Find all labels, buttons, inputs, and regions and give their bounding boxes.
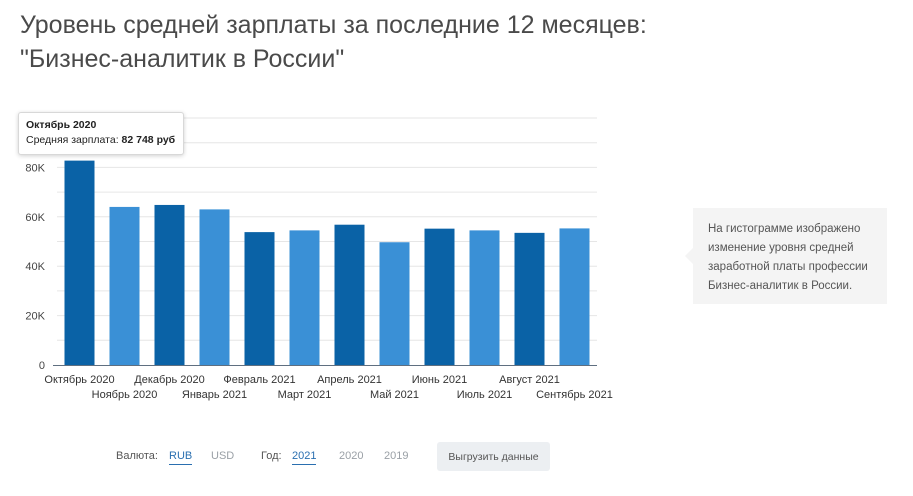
x-tick-label: Январь 2021 xyxy=(182,389,247,401)
export-data-button[interactable]: Выгрузить данные xyxy=(437,442,550,471)
page-title: Уровень средней зарплаты за последние 12… xyxy=(20,8,740,76)
currency-rub-option[interactable]: RUB xyxy=(169,450,192,465)
currency-usd-option[interactable]: USD xyxy=(211,450,234,462)
y-tick-label: 0 xyxy=(39,360,45,372)
bar-6 xyxy=(290,230,320,365)
tooltip-label: Средняя зарплата: xyxy=(26,134,119,146)
bar-7 xyxy=(335,225,365,365)
chart-description: На гистограмме изображено изменение уров… xyxy=(693,208,887,304)
currency-label: Валюта: xyxy=(116,450,158,462)
bar-4 xyxy=(200,209,230,365)
tooltip-title: Октябрь 2020 xyxy=(26,118,175,133)
title-line-1: Уровень средней зарплаты за последние 12… xyxy=(20,11,647,39)
x-tick-label: Октябрь 2020 xyxy=(44,374,114,386)
bar-5 xyxy=(245,232,275,365)
bar-9 xyxy=(425,229,455,365)
year-label: Год: xyxy=(261,450,282,462)
y-tick-label: 60K xyxy=(25,212,45,224)
x-tick-label: Июль 2021 xyxy=(457,389,513,401)
info-box-pointer xyxy=(685,248,693,264)
year-2020-option[interactable]: 2020 xyxy=(339,450,363,462)
chart-controls: Валюта: RUB USD Год: 2021 2020 2019 Выгр… xyxy=(0,442,913,472)
x-tick-label: Сентябрь 2021 xyxy=(536,389,613,401)
bar-10 xyxy=(470,230,500,365)
title-line-2: "Бизнес-аналитик в России" xyxy=(20,45,344,73)
x-tick-label: Июнь 2021 xyxy=(412,374,468,386)
x-tick-label: Апрель 2021 xyxy=(317,374,382,386)
y-tick-label: 40K xyxy=(25,261,45,273)
tooltip-body: Средняя зарплата: 82 748 руб xyxy=(26,133,175,148)
tooltip-value: 82 748 руб xyxy=(122,134,176,146)
bar-8 xyxy=(380,242,410,365)
chart-tooltip: Октябрь 2020 Средняя зарплата: 82 748 ру… xyxy=(18,112,184,155)
x-tick-label: Февраль 2021 xyxy=(223,374,295,386)
y-tick-label: 20K xyxy=(25,311,45,323)
x-tick-label: Ноябрь 2020 xyxy=(92,389,158,401)
year-2019-option[interactable]: 2019 xyxy=(384,450,408,462)
year-2021-option[interactable]: 2021 xyxy=(292,450,316,465)
x-tick-label: Август 2021 xyxy=(499,374,560,386)
x-tick-label: Май 2021 xyxy=(370,389,419,401)
x-tick-label: Март 2021 xyxy=(278,389,332,401)
x-tick-label: Декабрь 2020 xyxy=(134,374,204,386)
y-tick-label: 80K xyxy=(25,162,45,174)
bar-11 xyxy=(515,233,545,365)
bar-1 xyxy=(65,161,95,365)
bar-2 xyxy=(110,207,140,365)
bar-3 xyxy=(155,205,185,365)
bar-12 xyxy=(560,228,590,365)
